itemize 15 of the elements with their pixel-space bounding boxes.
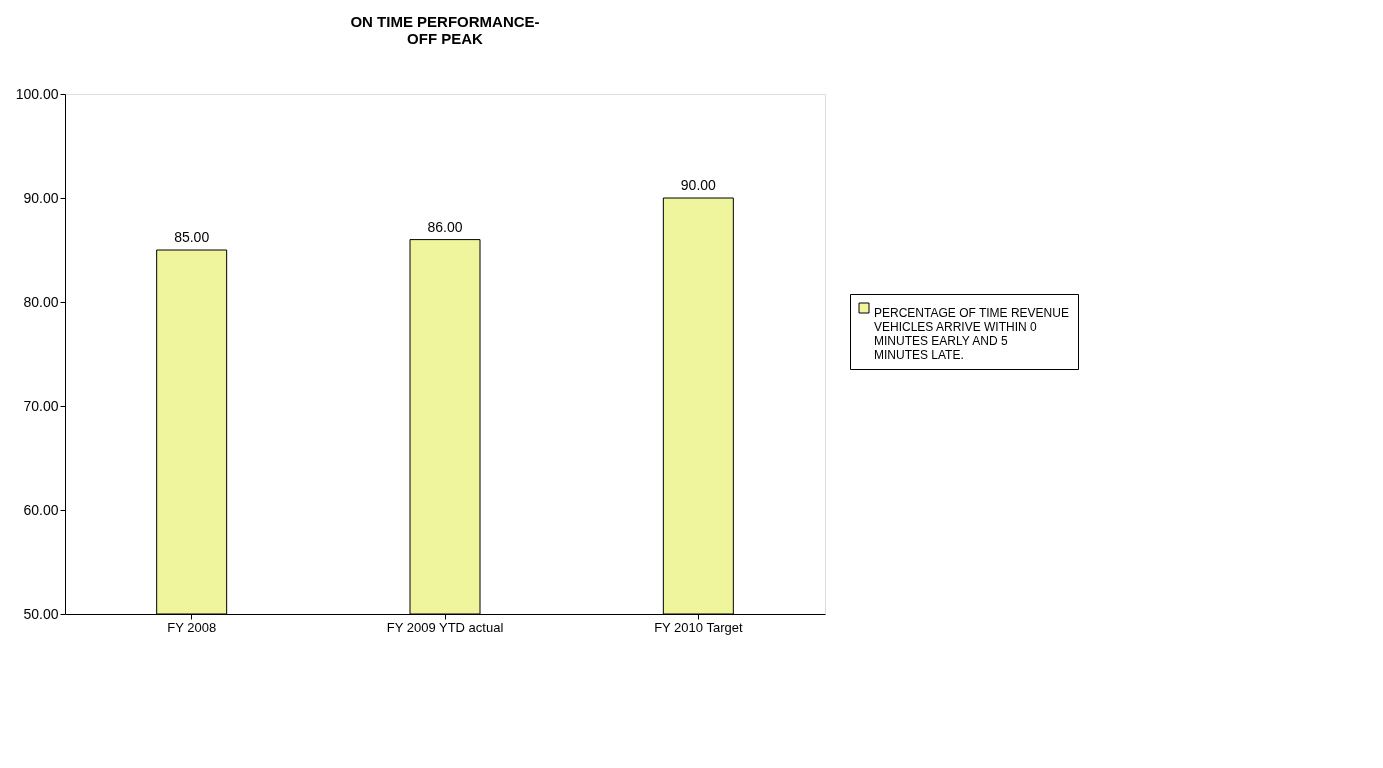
legend-label: PERCENTAGE OF TIME REVENUE VEHICLES ARRIVE WITHIN 0 MINUTES EARLY AND 5 MINUTES LATE.: [874, 306, 1069, 362]
y-tick-label: 50.00: [23, 605, 59, 622]
y-tick-label: 100.00: [15, 85, 59, 102]
y-tick-label: 70.00: [23, 397, 59, 414]
data-label: 86.00: [427, 218, 463, 235]
y-tick-label: 80.00: [23, 293, 59, 310]
y-tick-label: 60.00: [23, 501, 59, 518]
x-tick-label: FY 2010 Target: [654, 619, 743, 635]
y-tick-label: 90.00: [23, 189, 59, 206]
data-label: 90.00: [680, 177, 717, 193]
text: OFF PEAK: [407, 30, 483, 47]
x-tick-label: FY 2009 YTD actual: [386, 619, 504, 635]
x-tick-label: FY 2008: [167, 619, 217, 635]
data-label: 85.00: [174, 229, 210, 245]
text: ON TIME PERFORMANCE-: [350, 13, 540, 30]
